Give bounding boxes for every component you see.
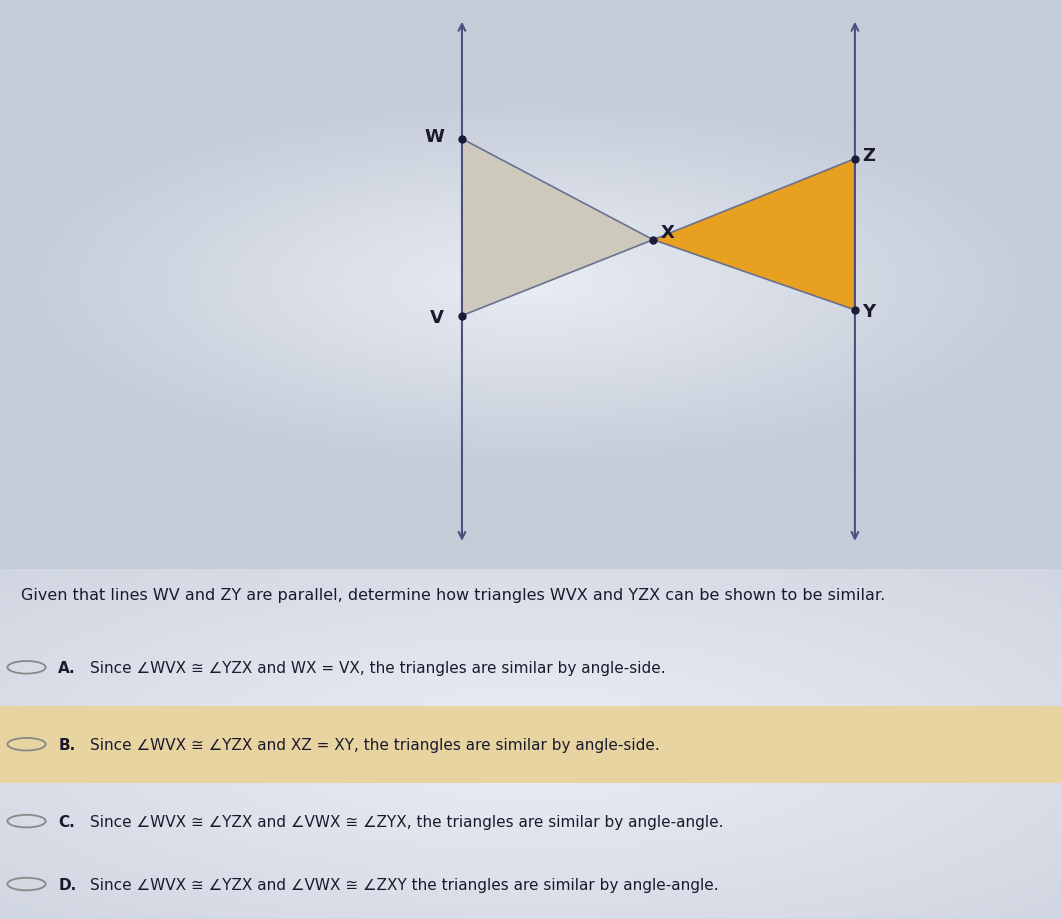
Text: D.: D. <box>58 877 76 891</box>
Text: A.: A. <box>58 660 76 675</box>
Text: V: V <box>430 309 444 326</box>
Text: Since ∠WVX ≅ ∠YZX and ∠VWX ≅ ∠ZYX, the triangles are similar by angle-angle.: Since ∠WVX ≅ ∠YZX and ∠VWX ≅ ∠ZYX, the t… <box>90 813 724 829</box>
FancyBboxPatch shape <box>0 706 1062 783</box>
Text: Since ∠WVX ≅ ∠YZX and XZ = XY, the triangles are similar by angle-side.: Since ∠WVX ≅ ∠YZX and XZ = XY, the trian… <box>90 737 660 752</box>
Text: B.: B. <box>58 737 75 752</box>
Text: Given that lines WV and ZY are parallel, determine how triangles WVX and YZX can: Given that lines WV and ZY are parallel,… <box>21 587 886 602</box>
Text: Since ∠WVX ≅ ∠YZX and ∠VWX ≅ ∠ZXY the triangles are similar by angle-angle.: Since ∠WVX ≅ ∠YZX and ∠VWX ≅ ∠ZXY the tr… <box>90 877 719 891</box>
Polygon shape <box>653 160 855 311</box>
Text: W: W <box>424 128 444 146</box>
Text: C.: C. <box>58 813 75 829</box>
Text: X: X <box>661 223 674 242</box>
Polygon shape <box>462 140 653 316</box>
Text: Since ∠WVX ≅ ∠YZX and WX = VX, the triangles are similar by angle-side.: Since ∠WVX ≅ ∠YZX and WX = VX, the trian… <box>90 660 666 675</box>
Text: Z: Z <box>862 147 875 165</box>
Text: Y: Y <box>862 302 875 321</box>
